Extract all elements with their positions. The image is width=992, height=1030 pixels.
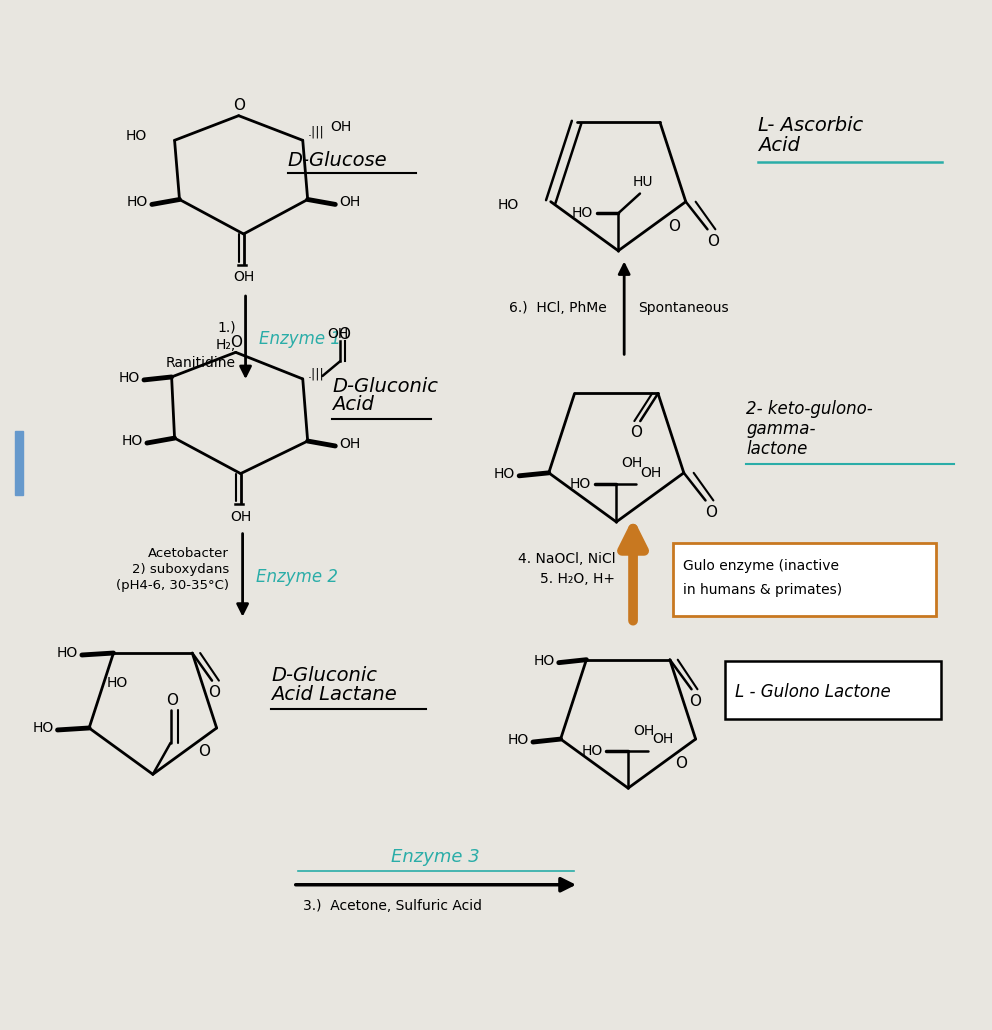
Text: OH: OH	[339, 196, 360, 209]
Text: O: O	[705, 505, 717, 520]
Text: Acid: Acid	[758, 136, 801, 154]
Text: D-Gluconic: D-Gluconic	[332, 377, 438, 397]
Text: O: O	[208, 685, 220, 700]
Text: gamma-: gamma-	[746, 420, 816, 438]
Text: D-Gluconic: D-Gluconic	[271, 666, 377, 685]
Text: OH: OH	[621, 455, 643, 470]
Text: 2- keto-gulono-: 2- keto-gulono-	[746, 401, 873, 418]
Text: O: O	[668, 218, 680, 234]
Text: HO: HO	[126, 130, 147, 143]
Text: OH: OH	[327, 327, 348, 341]
Text: OH: OH	[633, 724, 655, 737]
Text: Ranitidine: Ranitidine	[166, 356, 236, 370]
Text: Enzyme 1: Enzyme 1	[259, 331, 341, 348]
Text: O: O	[707, 234, 719, 248]
Text: 5. H₂O, H+: 5. H₂O, H+	[541, 572, 615, 586]
FancyBboxPatch shape	[725, 661, 940, 719]
Text: HO: HO	[33, 721, 54, 735]
Text: HO: HO	[107, 676, 128, 690]
Text: HO: HO	[127, 196, 148, 209]
Text: (pH4-6, 30-35°C): (pH4-6, 30-35°C)	[116, 579, 229, 591]
Text: O: O	[338, 328, 350, 342]
Text: O: O	[689, 693, 701, 709]
Text: Enzyme 2: Enzyme 2	[256, 569, 338, 586]
Text: D-Glucose: D-Glucose	[288, 150, 388, 170]
Text: 3.)  Acetone, Sulfuric Acid: 3.) Acetone, Sulfuric Acid	[303, 899, 482, 914]
Text: HO: HO	[508, 733, 529, 747]
Text: Acid Lactane: Acid Lactane	[271, 685, 397, 703]
Text: OH: OH	[640, 466, 662, 480]
Text: in humans & primates): in humans & primates)	[683, 583, 842, 597]
Text: HO: HO	[494, 467, 515, 481]
Text: OH: OH	[230, 510, 251, 524]
Text: HO: HO	[569, 478, 590, 491]
Text: .|||: .|||	[308, 368, 324, 380]
Text: Acetobacter: Acetobacter	[148, 547, 229, 560]
Text: lactone: lactone	[746, 440, 807, 458]
Text: O: O	[167, 693, 179, 708]
Text: HO: HO	[57, 646, 78, 660]
Text: 6.)  HCl, PhMe: 6.) HCl, PhMe	[509, 301, 606, 315]
Text: L - Gulono Lactone: L - Gulono Lactone	[735, 684, 891, 701]
Text: HO: HO	[571, 206, 592, 220]
Text: HU: HU	[633, 175, 654, 188]
Text: OH: OH	[652, 732, 673, 746]
Text: O: O	[233, 98, 245, 113]
Text: .|||: .|||	[308, 126, 324, 139]
Text: Spontaneous: Spontaneous	[638, 301, 728, 315]
Text: 1.): 1.)	[217, 320, 236, 335]
Text: Acid: Acid	[332, 396, 374, 414]
Text: HO: HO	[498, 198, 519, 211]
Text: O: O	[630, 425, 643, 441]
Text: Enzyme 3: Enzyme 3	[392, 848, 480, 866]
Text: 2) suboxydans: 2) suboxydans	[132, 562, 229, 576]
Text: L- Ascorbic: L- Ascorbic	[758, 116, 863, 135]
Text: OH: OH	[233, 270, 254, 284]
Text: OH: OH	[330, 119, 351, 134]
Text: O: O	[198, 744, 210, 759]
Text: HO: HO	[119, 371, 140, 385]
Text: O: O	[230, 335, 242, 350]
FancyBboxPatch shape	[674, 543, 935, 616]
Text: HO: HO	[581, 744, 602, 758]
Text: OH: OH	[339, 437, 360, 451]
Text: Gulo enzyme (inactive: Gulo enzyme (inactive	[683, 559, 839, 574]
Bar	[15, 432, 23, 495]
Text: O: O	[676, 756, 687, 771]
Text: 4. NaOCl, NiCl: 4. NaOCl, NiCl	[518, 552, 615, 566]
Text: H₂,: H₂,	[215, 339, 236, 352]
Text: HO: HO	[534, 654, 555, 667]
Text: HO: HO	[122, 434, 143, 448]
